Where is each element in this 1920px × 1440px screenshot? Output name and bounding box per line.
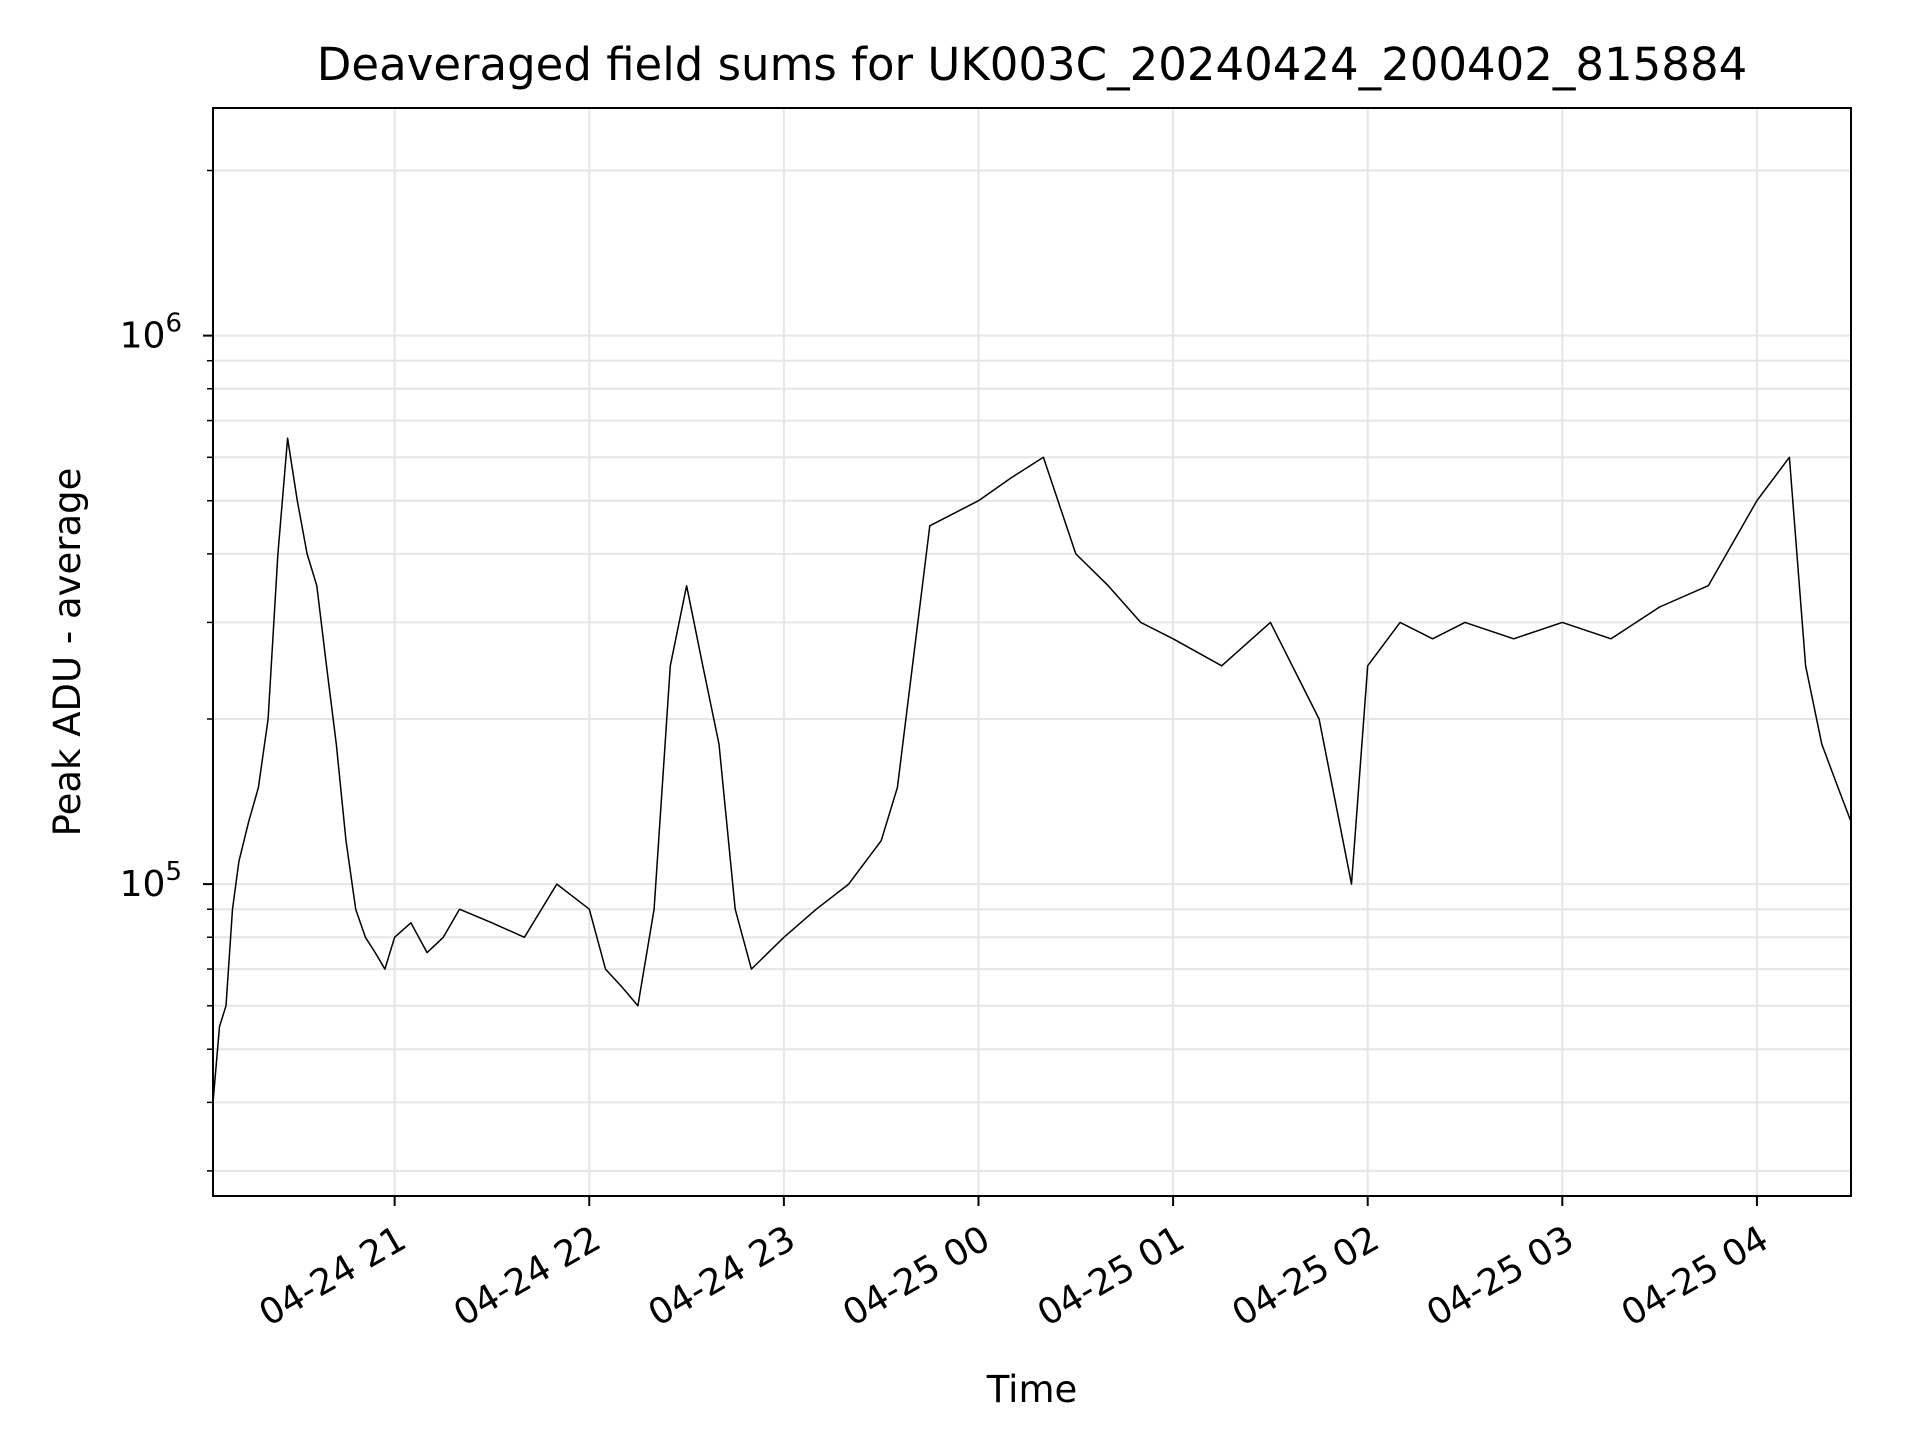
y-axis-label: Peak ADU - average xyxy=(46,468,89,837)
grid xyxy=(213,108,1851,1196)
plot-frame xyxy=(212,107,1852,1197)
series-line xyxy=(212,437,1852,1103)
y-tick-label: 106 xyxy=(120,309,182,357)
x-axis-label: Time xyxy=(986,1368,1078,1411)
y-tick-label: 105 xyxy=(120,857,182,905)
y-axis-ticks: 105 106 xyxy=(120,169,213,1172)
series-group xyxy=(212,437,1852,1103)
chart-title: Deaveraged field sums for UK003C_2024042… xyxy=(317,38,1747,91)
